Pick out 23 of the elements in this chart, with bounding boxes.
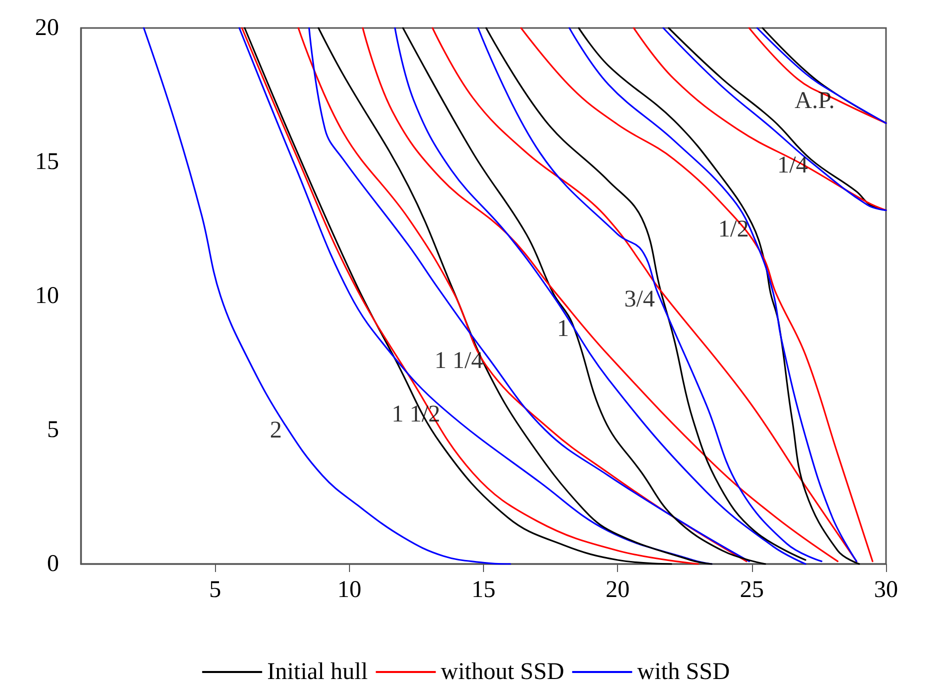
x-tick-label: 20 — [606, 577, 630, 603]
annotation: 1/2 — [718, 216, 749, 243]
x-tick-label: 15 — [472, 577, 496, 603]
annotation: 3/4 — [624, 286, 655, 312]
legend-label: with SSD — [637, 659, 730, 685]
x-tick-label: 25 — [740, 577, 764, 603]
x-tick-label: 30 — [874, 577, 898, 603]
y-tick-label: 20 — [35, 15, 59, 41]
annotation: 1/4 — [777, 152, 808, 178]
x-tick-label: 5 — [209, 577, 222, 603]
y-tick-label: 5 — [47, 417, 59, 443]
y-tick-label: 0 — [47, 551, 59, 577]
y-tick-label: 15 — [35, 149, 59, 175]
y-tick-label: 10 — [35, 283, 59, 309]
line-series — [142, 27, 512, 565]
line-series — [520, 27, 874, 562]
annotation: A.P. — [794, 88, 835, 114]
x-tick-label: 10 — [337, 577, 362, 603]
legend-label: without SSD — [440, 659, 564, 685]
legend-label: Initial hull — [267, 659, 368, 685]
annotation: 2 — [270, 418, 282, 444]
annotation: 1 — [557, 316, 570, 342]
annotation: 1 1/4 — [434, 348, 484, 374]
